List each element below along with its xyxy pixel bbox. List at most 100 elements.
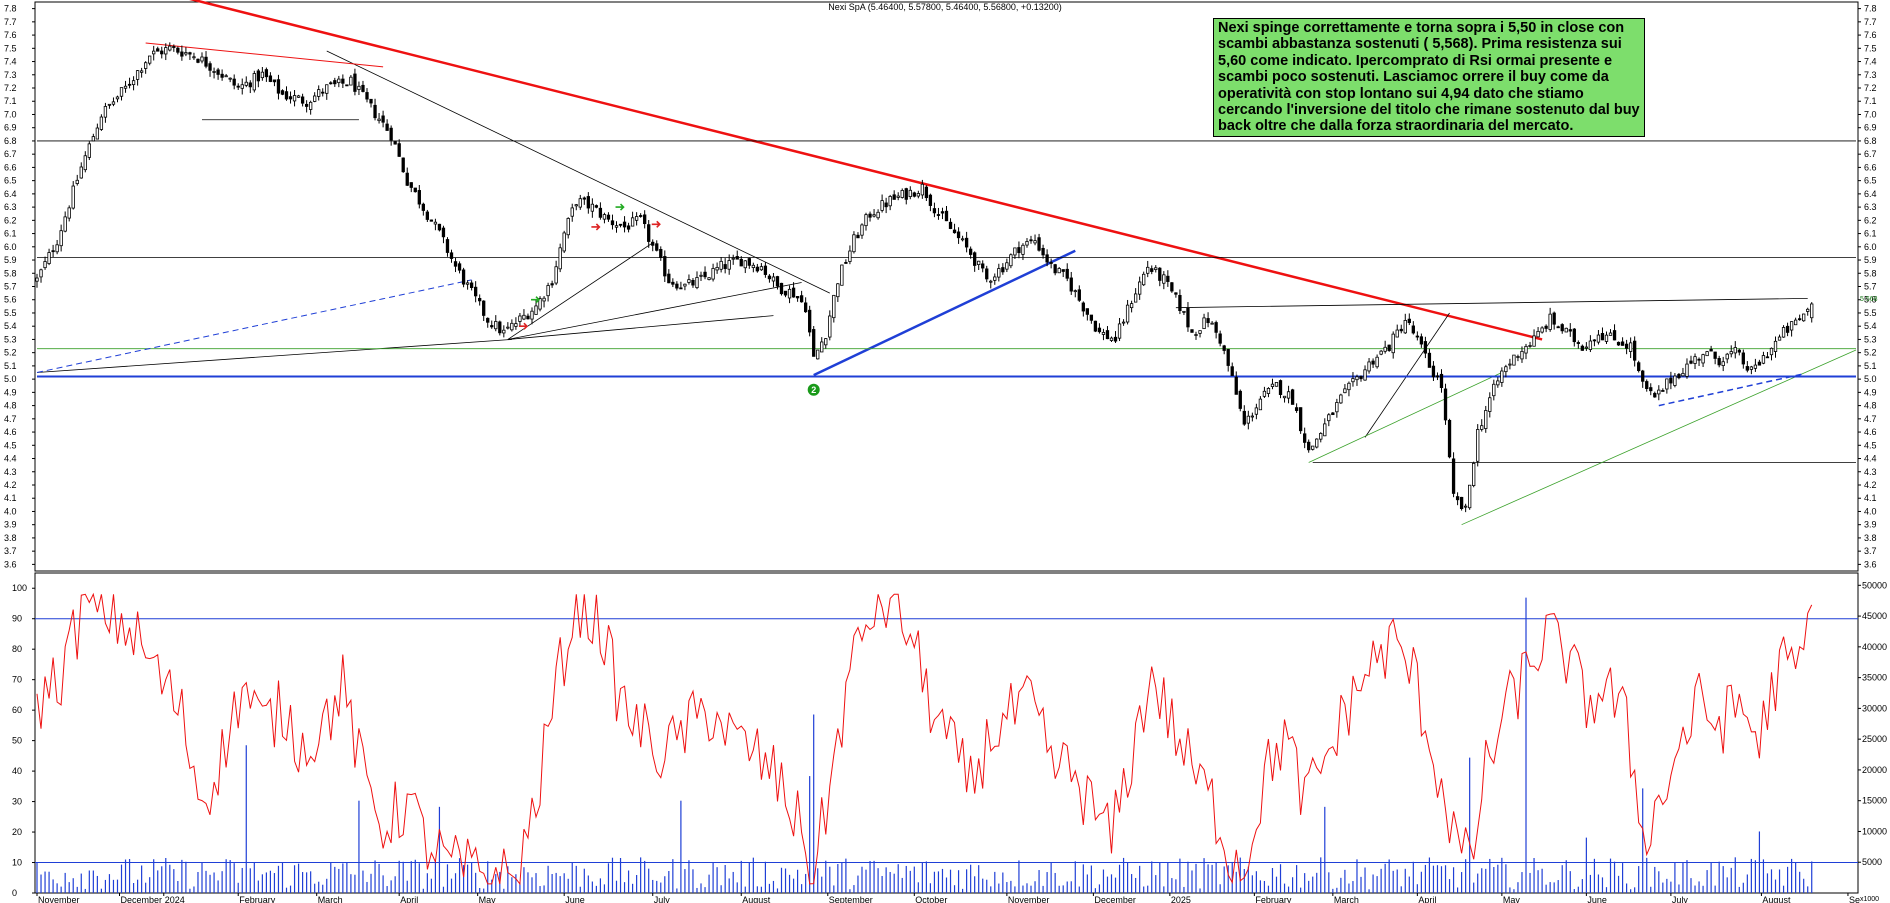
x-tick-label: August <box>1762 895 1791 903</box>
price-tick-label-left: 7.8 <box>4 4 17 14</box>
candle-body <box>1109 337 1114 341</box>
candle-body <box>1540 327 1544 333</box>
price-tick-label-right: 3.8 <box>1864 533 1877 543</box>
candle-body <box>1592 339 1597 342</box>
candle-body <box>59 230 63 247</box>
candle-body <box>1371 360 1375 365</box>
candle-body <box>1645 381 1649 390</box>
rsi-tick-label: 60 <box>12 705 22 715</box>
volume-tick-label: 30000 <box>1862 703 1887 713</box>
candle-body <box>95 127 100 140</box>
candle-body <box>844 262 848 264</box>
candle-body <box>478 297 482 302</box>
candle-body <box>803 302 808 313</box>
candle-body <box>916 193 920 197</box>
candle-body <box>1773 340 1778 352</box>
candle-body <box>546 285 550 297</box>
candle-body <box>1580 345 1584 351</box>
candle-body <box>812 329 816 357</box>
trendline-fan-2 <box>507 282 802 340</box>
candle-body <box>1431 365 1436 378</box>
candle-body <box>1186 307 1190 328</box>
price-tick-label-left: 4.6 <box>4 427 17 437</box>
candle-body <box>836 283 840 298</box>
candle-body <box>1508 363 1512 366</box>
candle-body <box>981 263 985 269</box>
candle-body <box>956 231 961 239</box>
candle-body <box>1379 350 1383 355</box>
candle-body <box>284 91 289 100</box>
candle-body <box>1174 292 1178 295</box>
candle-body <box>220 73 224 78</box>
candle-body <box>1323 423 1327 437</box>
x-tick-label: June <box>1587 895 1607 903</box>
candle-body <box>663 256 667 277</box>
candle-body <box>1307 441 1311 451</box>
price-tick-label-right: 5.0 <box>1864 374 1877 384</box>
price-tick-label-right: 5.5 <box>1864 308 1877 318</box>
candle-body <box>1516 356 1520 358</box>
candle-body <box>1423 341 1428 354</box>
candle-body <box>1608 332 1613 336</box>
price-tick-label-left: 6.2 <box>4 215 17 225</box>
candle-body <box>240 84 244 89</box>
rsi-tick-label: 80 <box>12 644 22 654</box>
candle-body <box>667 273 671 284</box>
candle-body <box>252 73 256 91</box>
candle-body <box>341 78 345 84</box>
candle-body <box>453 261 458 267</box>
candle-body <box>506 326 510 329</box>
candle-body <box>989 280 993 283</box>
price-tick-label-left: 6.1 <box>4 229 17 239</box>
candle-body <box>1468 484 1472 509</box>
candle-body <box>180 51 184 57</box>
candle-body <box>1057 268 1061 274</box>
candle-body <box>1150 268 1154 272</box>
candle-body <box>1146 266 1150 274</box>
candle-body <box>703 271 707 278</box>
candle-body <box>1013 247 1017 256</box>
price-tick-label-right: 3.9 <box>1864 520 1877 530</box>
candle-body <box>208 63 212 71</box>
price-tick-label-right: 7.5 <box>1864 43 1877 53</box>
candle-body <box>683 283 687 287</box>
price-tick-label-right: 4.3 <box>1864 467 1877 477</box>
candle-body <box>735 256 739 260</box>
price-tick-label-left: 4.7 <box>4 414 17 424</box>
candle-body <box>948 221 953 229</box>
candle-body <box>1198 330 1202 334</box>
price-tick-label-left: 5.2 <box>4 348 17 358</box>
candle-body <box>630 217 635 227</box>
trendline-resistance-5.55 <box>1175 298 1808 309</box>
price-tick-label-right: 5.2 <box>1864 348 1877 358</box>
candle-body <box>469 282 474 289</box>
candle-body <box>900 190 904 198</box>
candle-body <box>1254 407 1259 415</box>
candle-body <box>1705 351 1709 357</box>
candle-body <box>115 96 120 100</box>
volume-tick-label: 50000 <box>1862 580 1887 590</box>
candle-body <box>514 323 518 327</box>
candle-body <box>860 224 864 236</box>
candle-body <box>1753 364 1758 369</box>
candle-body <box>590 203 595 212</box>
candle-body <box>1721 361 1725 366</box>
candle-body <box>1584 346 1589 349</box>
rsi-tick-label: 70 <box>12 675 22 685</box>
candle-body <box>558 247 562 270</box>
price-tick-label-left: 7.7 <box>4 17 17 27</box>
candle-body <box>300 96 305 104</box>
candle-body <box>1729 351 1733 355</box>
price-tick-label-right: 7.6 <box>1864 30 1877 40</box>
candle-body <box>542 297 546 302</box>
candle-body <box>67 207 71 219</box>
candle-body <box>1737 349 1741 353</box>
candle-body <box>119 87 124 97</box>
candle-body <box>1290 389 1295 405</box>
candle-body <box>1178 295 1182 312</box>
x-tick-label: May <box>1503 895 1521 903</box>
price-tick-label-right: 7.4 <box>1864 57 1877 67</box>
candle-body <box>131 80 136 86</box>
signal-arrow-icon <box>615 203 625 211</box>
candle-body <box>687 279 691 283</box>
